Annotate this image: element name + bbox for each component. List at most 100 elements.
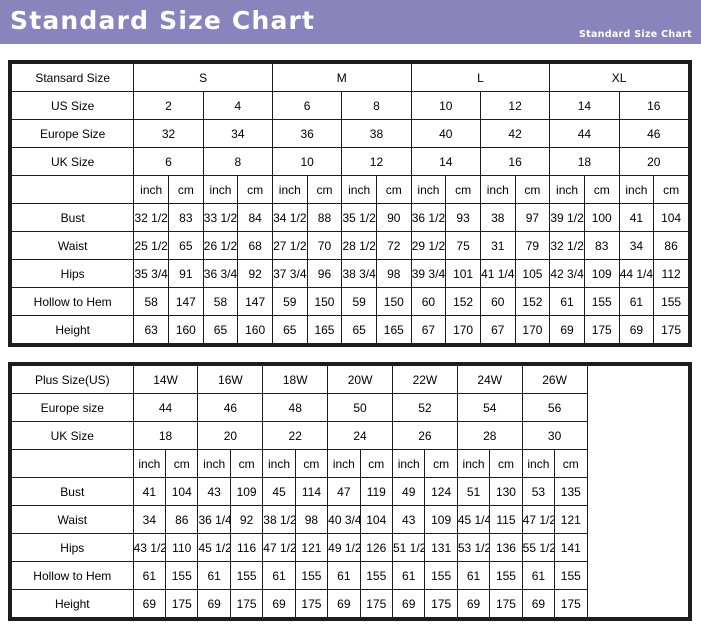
- measurement-value-cell: 61: [132, 561, 167, 590]
- measurement-value-cell: 112: [653, 259, 689, 288]
- size-value-cell: 12: [341, 147, 412, 176]
- measurement-value-cell: 60: [410, 287, 447, 316]
- measurement-value-cell: 93: [445, 203, 481, 232]
- measurement-value-cell: 69: [456, 589, 491, 618]
- standard-size-table: Stansard Size S M L XL US Size 2 4 6 8 10 12 14 16 Eur…: [10, 63, 690, 344]
- measurement-value-cell: 150: [306, 287, 343, 316]
- measurement-value-cell: 170: [445, 315, 481, 344]
- size-value-cell: 20: [618, 147, 690, 176]
- unit-label-cm: cm: [359, 449, 393, 478]
- measurement-value-cell: 90: [375, 203, 412, 232]
- measurement-value-cell: 53: [521, 477, 556, 506]
- size-group-header-m: M: [271, 63, 412, 92]
- measurement-value-cell: 61: [549, 287, 585, 316]
- size-value-cell: 30: [521, 421, 588, 450]
- measurement-value-cell: 91: [168, 259, 204, 288]
- table-row: Hollow to Hem 58 147 58 147 59 150 59 150 60 152 60…: [10, 287, 689, 316]
- measurement-value-cell: 160: [237, 315, 273, 344]
- measurement-value-cell: 88: [306, 203, 343, 232]
- measurement-value-cell: 35 1/2: [341, 203, 377, 232]
- measurement-value-cell: 61: [327, 561, 361, 590]
- table-row: Hips 35 3/4 91 36 3/4 92 37 3/4 96 38 3/4 98 39 3…: [10, 259, 689, 288]
- size-value-cell: 12: [479, 91, 551, 120]
- measurement-value-cell: 43: [391, 505, 426, 534]
- unit-label-cm: cm: [445, 175, 481, 204]
- measurement-value-cell: 175: [583, 315, 620, 344]
- measurement-value-cell: 61: [521, 561, 556, 590]
- measurement-value-cell: 45 1/2: [197, 533, 231, 562]
- measurement-value-cell: 36 3/4: [202, 259, 239, 288]
- table-row: Bust 32 1/2 83 33 1/2 84 34 1/2 88 35 1/2 90 36 1…: [10, 203, 689, 232]
- measurement-value-cell: 31: [479, 231, 516, 260]
- standard-group-header-row: Stansard Size S M L XL: [10, 63, 689, 92]
- unit-label-inch: inch: [521, 449, 556, 478]
- measurement-label: Hollow to Hem: [10, 287, 135, 316]
- measurement-value-cell: 97: [514, 203, 551, 232]
- measurement-value-cell: 119: [359, 477, 393, 506]
- measurement-value-cell: 55 1/2: [521, 533, 556, 562]
- measurement-value-cell: 34: [618, 231, 655, 260]
- unit-label-inch: inch: [391, 449, 426, 478]
- measurement-label: Bust: [10, 203, 135, 232]
- measurement-label: Hips: [11, 533, 134, 562]
- standard-size-table-container: Stansard Size S M L XL US Size 2 4 6 8 10 12 14 16 Eur…: [8, 60, 692, 347]
- measurement-value-cell: 69: [262, 589, 296, 618]
- size-value-cell: 44: [549, 119, 620, 148]
- measurement-value-cell: 115: [489, 505, 523, 534]
- measurement-value-cell: 63: [133, 315, 169, 344]
- table-row: Height 69 175 69 175 69 175 69 175 69 175 69 175 69 17…: [11, 589, 689, 618]
- unit-label-inch: inch: [549, 175, 585, 204]
- row-label: Europe Size: [10, 119, 135, 148]
- measurement-value-cell: 47: [327, 477, 361, 506]
- size-value-cell: 24: [327, 421, 393, 450]
- measurement-value-cell: 131: [424, 533, 458, 562]
- measurement-value-cell: 51: [456, 477, 491, 506]
- measurement-value-cell: 104: [165, 477, 199, 506]
- measurement-value-cell: 121: [554, 505, 588, 534]
- measurement-value-cell: 101: [445, 259, 481, 288]
- measurement-value-cell: 135: [554, 477, 588, 506]
- size-value-cell: 14: [549, 91, 620, 120]
- plus-size-header-24w: 24W: [456, 365, 523, 394]
- measurement-value-cell: 39 3/4: [410, 259, 447, 288]
- measurement-value-cell: 58: [133, 287, 169, 316]
- unit-label-cm: cm: [375, 175, 412, 204]
- size-value-cell: 2: [133, 91, 204, 120]
- measurement-value-cell: 32 1/2: [549, 231, 585, 260]
- table-row: Hips 43 1/2 110 45 1/2 116 47 1/2 121 49 1/2 126…: [11, 533, 689, 562]
- measurement-value-cell: 116: [229, 533, 264, 562]
- measurement-value-cell: 69: [521, 589, 556, 618]
- measurement-value-cell: 100: [583, 203, 620, 232]
- unit-label-inch: inch: [132, 449, 167, 478]
- plus-size-header-18w: 18W: [262, 365, 329, 394]
- size-value-cell: 20: [197, 421, 264, 450]
- size-value-cell: 6: [271, 91, 343, 120]
- measurement-value-cell: 67: [410, 315, 447, 344]
- size-group-header-xl: XL: [549, 63, 689, 92]
- measurement-value-cell: 58: [202, 287, 239, 316]
- unit-label-cm: cm: [306, 175, 343, 204]
- measurement-value-cell: 47 1/2: [521, 505, 556, 534]
- measurement-value-cell: 36 1/4: [197, 505, 231, 534]
- measurement-value-cell: 160: [168, 315, 204, 344]
- measurement-label: Bust: [11, 477, 134, 506]
- measurement-value-cell: 104: [653, 203, 689, 232]
- page-header-banner: Standard Size Chart Standard Size Chart: [0, 0, 701, 44]
- measurement-label: Height: [10, 315, 135, 344]
- size-value-cell: 16: [618, 91, 690, 120]
- unit-label-cm: cm: [583, 175, 620, 204]
- measurement-value-cell: 38 3/4: [341, 259, 377, 288]
- measurement-value-cell: 155: [359, 561, 393, 590]
- measurement-value-cell: 175: [359, 589, 393, 618]
- size-value-cell: 6: [133, 147, 204, 176]
- measurement-value-cell: 150: [375, 287, 412, 316]
- measurement-value-cell: 165: [306, 315, 343, 344]
- size-value-cell: 26: [391, 421, 458, 450]
- measurement-value-cell: 155: [229, 561, 264, 590]
- measurement-value-cell: 109: [424, 505, 458, 534]
- measurement-value-cell: 170: [514, 315, 551, 344]
- unit-label-inch: inch: [197, 449, 231, 478]
- measurement-value-cell: 26 1/2: [202, 231, 239, 260]
- measurement-value-cell: 65: [202, 315, 239, 344]
- measurement-value-cell: 35 3/4: [133, 259, 169, 288]
